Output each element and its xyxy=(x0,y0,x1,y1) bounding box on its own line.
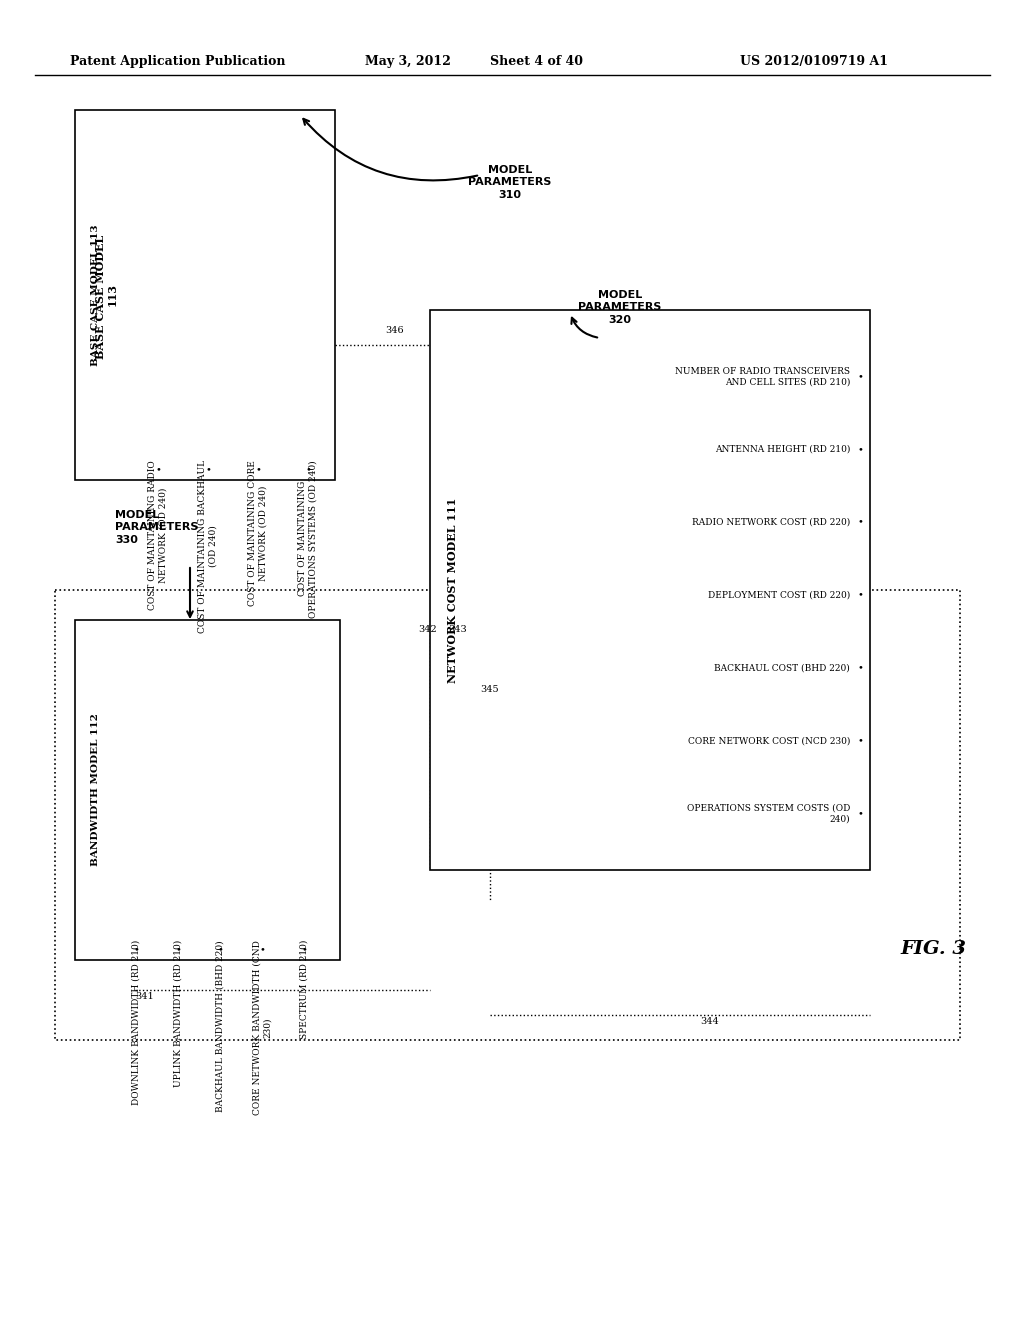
Text: DOWNLINK BANDWIDTH (RD 210): DOWNLINK BANDWIDTH (RD 210) xyxy=(131,940,140,1105)
Text: 345: 345 xyxy=(480,685,499,694)
Bar xyxy=(75,620,340,960)
Bar xyxy=(75,110,335,480)
Text: 342: 342 xyxy=(418,624,437,634)
Text: May 3, 2012: May 3, 2012 xyxy=(365,55,451,69)
Text: RADIO NETWORK COST (RD 220): RADIO NETWORK COST (RD 220) xyxy=(692,517,850,527)
Text: ANTENNA HEIGHT (RD 210): ANTENNA HEIGHT (RD 210) xyxy=(715,445,850,454)
Text: UPLINK BANDWIDTH (RD 210): UPLINK BANDWIDTH (RD 210) xyxy=(173,940,182,1088)
Text: Patent Application Publication: Patent Application Publication xyxy=(70,55,286,69)
Text: BASE CASE MODEL 113: BASE CASE MODEL 113 xyxy=(90,224,99,366)
Text: •: • xyxy=(259,945,265,954)
Text: DEPLOYMENT COST (RD 220): DEPLOYMENT COST (RD 220) xyxy=(708,590,850,599)
Bar xyxy=(55,590,961,1040)
Text: US 2012/0109719 A1: US 2012/0109719 A1 xyxy=(740,55,888,69)
Text: •: • xyxy=(301,945,307,954)
Text: Sheet 4 of 40: Sheet 4 of 40 xyxy=(490,55,583,69)
Text: •: • xyxy=(133,945,139,954)
Text: MODEL
PARAMETERS
330: MODEL PARAMETERS 330 xyxy=(115,510,199,545)
Text: 346: 346 xyxy=(385,326,403,335)
Text: •: • xyxy=(857,664,863,672)
Text: •: • xyxy=(857,517,863,527)
Text: OPERATIONS SYSTEM COSTS (OD
240): OPERATIONS SYSTEM COSTS (OD 240) xyxy=(687,804,850,824)
Text: 344: 344 xyxy=(700,1016,719,1026)
Text: •: • xyxy=(857,590,863,599)
Text: •: • xyxy=(217,945,223,954)
Text: 343: 343 xyxy=(449,624,467,634)
Text: MODEL
PARAMETERS
310: MODEL PARAMETERS 310 xyxy=(468,165,552,199)
Text: 341: 341 xyxy=(135,993,154,1001)
Text: •: • xyxy=(205,465,211,474)
Text: CORE NETWORK COST (NCD 230): CORE NETWORK COST (NCD 230) xyxy=(688,737,850,746)
Text: SPECTRUM (RD 210): SPECTRUM (RD 210) xyxy=(299,940,308,1039)
Text: •: • xyxy=(305,465,311,474)
Text: BANDWIDTH MODEL 112: BANDWIDTH MODEL 112 xyxy=(90,714,99,866)
Text: NUMBER OF RADIO TRANSCEIVERS
AND CELL SITES (RD 210): NUMBER OF RADIO TRANSCEIVERS AND CELL SI… xyxy=(675,367,850,387)
Text: COST OF MAINTAINING RADIO
NETWORK (OD 240): COST OF MAINTAINING RADIO NETWORK (OD 24… xyxy=(148,459,168,610)
Text: NETWORK COST MODEL 111: NETWORK COST MODEL 111 xyxy=(446,498,458,682)
Text: •: • xyxy=(155,465,161,474)
Text: BACKHAUL BANDWIDTH (BHD 220): BACKHAUL BANDWIDTH (BHD 220) xyxy=(215,940,224,1111)
Text: COST OF MAINTAINING BACKHAUL
(OD 240): COST OF MAINTAINING BACKHAUL (OD 240) xyxy=(199,459,218,634)
Text: BACKHAUL COST (BHD 220): BACKHAUL COST (BHD 220) xyxy=(715,664,850,672)
Text: BASE CASE MODEL: BASE CASE MODEL xyxy=(94,231,105,359)
Text: •: • xyxy=(857,372,863,381)
Text: FIG. 3: FIG. 3 xyxy=(900,940,966,958)
Text: COST OF MAINTAINING
OPERATIONS SYSTEMS (OD 240): COST OF MAINTAINING OPERATIONS SYSTEMS (… xyxy=(298,459,317,618)
Text: •: • xyxy=(255,465,261,474)
Text: MODEL
PARAMETERS
320: MODEL PARAMETERS 320 xyxy=(579,290,662,325)
Bar xyxy=(430,310,870,870)
Text: CORE NETWORK BANDWIDTH (CND
230): CORE NETWORK BANDWIDTH (CND 230) xyxy=(252,940,271,1115)
Text: COST OF MAINTAINING CORE
NETWORK (OD 240): COST OF MAINTAINING CORE NETWORK (OD 240… xyxy=(248,459,267,606)
Text: •: • xyxy=(857,445,863,454)
Text: •: • xyxy=(857,737,863,746)
Text: •: • xyxy=(175,945,181,954)
Text: 113: 113 xyxy=(106,284,118,306)
Text: •: • xyxy=(857,809,863,818)
